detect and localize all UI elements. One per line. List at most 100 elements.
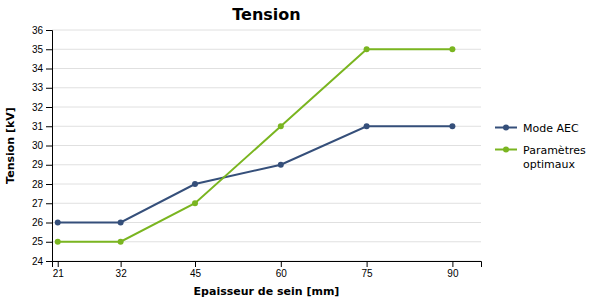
series-point xyxy=(55,239,61,245)
series-point xyxy=(118,220,124,226)
y-tick-label: 32 xyxy=(32,102,44,113)
legend-item: Paramètresoptimaux xyxy=(495,144,586,171)
y-tick: 34 xyxy=(32,63,52,74)
series-point xyxy=(192,181,198,187)
legend-label-line: Paramètres xyxy=(523,144,586,157)
y-tick-label: 35 xyxy=(32,44,44,55)
series-point xyxy=(278,162,284,168)
legend-label-line: Mode AEC xyxy=(523,122,579,135)
y-tick-label: 25 xyxy=(32,236,44,247)
y-tick-mark xyxy=(46,203,52,204)
series-point xyxy=(118,239,124,245)
legend-label: Mode AEC xyxy=(523,122,579,135)
y-tick-label: 27 xyxy=(32,198,44,209)
y-grid-line xyxy=(52,184,481,185)
y-tick-label: 29 xyxy=(32,159,44,170)
y-grid-line xyxy=(52,107,481,108)
y-tick-mark xyxy=(46,107,52,108)
x-tick: 60 xyxy=(276,261,288,279)
y-grid-line xyxy=(52,164,481,165)
series-point xyxy=(364,123,370,129)
plot: 21 32 45 60 75 90 24 25 26 27 28 29 30 31 32 33 34 35 36 xyxy=(32,25,482,279)
x-tick-mark xyxy=(195,261,196,267)
x-tick-label: 60 xyxy=(276,268,288,279)
x-tick-label: 45 xyxy=(190,268,202,279)
y-tick: 27 xyxy=(32,198,52,209)
y-tick-label: 34 xyxy=(32,63,44,74)
y-tick-label: 33 xyxy=(32,82,44,93)
grid xyxy=(52,30,481,261)
legend-item: Mode AEC xyxy=(495,122,579,135)
y-axis-title: Tension [kV] xyxy=(4,107,17,184)
y-tick-mark xyxy=(46,126,52,127)
y-tick-mark xyxy=(46,165,52,166)
y-tick-label: 30 xyxy=(32,140,44,151)
y-tick-mark xyxy=(46,242,52,243)
series-point xyxy=(278,123,284,129)
y-tick-label: 24 xyxy=(32,256,44,267)
y-tick: 33 xyxy=(32,82,52,93)
y-tick: 29 xyxy=(32,159,52,170)
x-tick-label: 90 xyxy=(447,268,459,279)
y-tick-label: 26 xyxy=(32,217,44,228)
x-tick-mark xyxy=(452,261,453,267)
y-axis-line xyxy=(46,31,53,262)
y-tick-mark xyxy=(46,223,52,224)
x-tick: 75 xyxy=(362,261,374,279)
x-tick: 32 xyxy=(116,261,128,279)
y-tick-label: 36 xyxy=(32,25,44,36)
marks xyxy=(55,46,456,245)
legend: Mode AEC Paramètresoptimaux xyxy=(495,122,586,171)
legend-label-line: optimaux xyxy=(523,158,576,171)
y-tick: 28 xyxy=(32,179,52,190)
series-point xyxy=(55,220,61,226)
legend-label: Paramètresoptimaux xyxy=(523,144,586,171)
y-tick: 32 xyxy=(32,102,52,113)
y-tick-mark xyxy=(46,49,52,50)
x-tick-mark xyxy=(58,261,59,267)
series-point xyxy=(192,200,198,206)
y-tick-mark xyxy=(46,30,52,31)
x-axis: 21 32 45 60 75 90 xyxy=(53,261,482,279)
title: Tension xyxy=(232,5,300,24)
y-grid-line xyxy=(52,145,481,146)
y-tick: 25 xyxy=(32,236,52,247)
x-tick-mark xyxy=(281,261,282,267)
y-tick: 26 xyxy=(32,217,52,228)
x-tick-label: 21 xyxy=(53,268,65,279)
series-line xyxy=(58,49,453,242)
y-tick-mark xyxy=(46,146,52,147)
series-point xyxy=(449,46,455,52)
series-point xyxy=(364,46,370,52)
y-grid-line xyxy=(52,30,481,31)
y-tick-mark xyxy=(46,88,52,89)
series-point xyxy=(449,123,455,129)
x-tick: 45 xyxy=(190,261,202,279)
y-tick-mark xyxy=(46,261,52,262)
y-tick-mark xyxy=(46,184,52,185)
legend-marker xyxy=(503,147,509,153)
y-tick-label: 28 xyxy=(32,179,44,190)
x-tick: 90 xyxy=(447,261,459,279)
y-grid-line xyxy=(52,87,481,88)
legend-marker xyxy=(503,125,509,131)
x-axis-title: Epaisseur de sein [mm] xyxy=(194,285,340,298)
y-axis: 24 25 26 27 28 29 30 31 32 33 34 35 36 xyxy=(32,25,53,267)
y-grid-line xyxy=(52,68,481,69)
x-tick-label: 75 xyxy=(362,268,374,279)
y-tick-mark xyxy=(46,69,52,70)
y-tick: 35 xyxy=(32,44,52,55)
series-line xyxy=(58,126,453,222)
y-tick: 36 xyxy=(32,25,52,36)
y-tick-label: 31 xyxy=(32,121,44,132)
x-tick-mark xyxy=(367,261,368,267)
y-tick: 24 xyxy=(32,256,52,267)
x-axis-line xyxy=(53,262,482,268)
y-tick: 30 xyxy=(32,140,52,151)
y-grid-line xyxy=(52,203,481,204)
x-tick-mark xyxy=(121,261,122,267)
chart: 21 32 45 60 75 90 24 25 26 27 28 29 30 31 32 33 34 35 36 Te… xyxy=(0,0,601,301)
x-tick-label: 32 xyxy=(116,268,128,279)
x-tick: 21 xyxy=(53,261,65,279)
y-tick: 31 xyxy=(32,121,52,132)
